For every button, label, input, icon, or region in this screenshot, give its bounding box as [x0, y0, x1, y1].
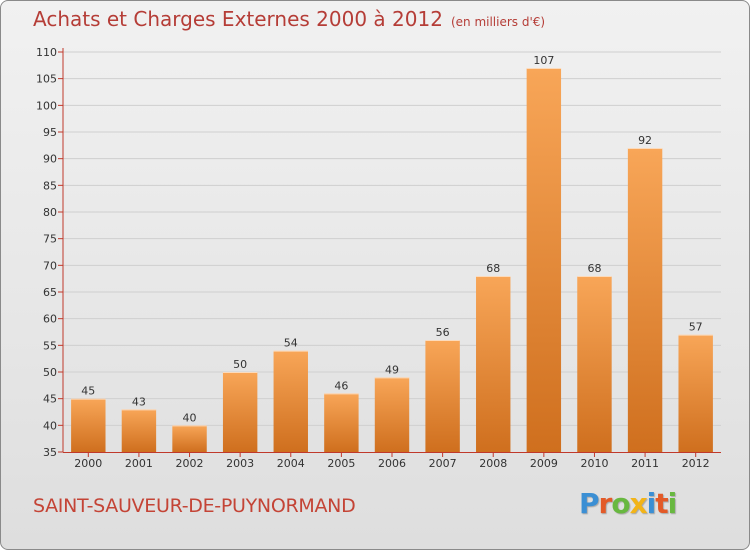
y-tick-label: 40 — [43, 419, 57, 432]
y-tick-label: 95 — [43, 126, 57, 139]
x-tick-label: 2008 — [479, 457, 507, 470]
x-tick-label: 2005 — [327, 457, 355, 470]
labels: 35 40 45 50 55 60 65 70 75 80 85 90 95 100 105 110 45 200… — [36, 46, 710, 470]
data-label: 68 — [486, 262, 500, 275]
data-label: 43 — [132, 395, 146, 408]
y-tick-label: 45 — [43, 393, 57, 406]
y-tick-label: 105 — [36, 73, 57, 86]
title-text: Achats et Charges Externes 2000 à 2012 — [33, 7, 443, 31]
chart-subtitle: (en milliers d'€) — [450, 15, 546, 29]
bar — [324, 393, 359, 452]
data-label: 107 — [533, 54, 554, 67]
x-tick-label: 2011 — [631, 457, 659, 470]
x-tick-label: 2002 — [176, 457, 204, 470]
data-label: 92 — [638, 134, 652, 147]
proxiti-logo: Proxiti — [579, 487, 678, 520]
data-label: 45 — [81, 385, 95, 398]
y-tick-label: 90 — [43, 153, 57, 166]
chart-title: Achats et Charges Externes 2000 à 2012 (e… — [33, 7, 545, 31]
bar — [71, 398, 106, 452]
y-tick-label: 110 — [36, 46, 57, 59]
data-label: 56 — [436, 326, 450, 339]
logo-letter: P — [579, 487, 600, 520]
x-tick-label: 2010 — [580, 457, 608, 470]
bar — [577, 276, 612, 452]
logo-letter: i — [646, 487, 657, 520]
x-tick-label: 2009 — [530, 457, 558, 470]
x-tick-label: 2001 — [125, 457, 153, 470]
y-tick-label: 80 — [43, 206, 57, 219]
logo-letter: x — [629, 487, 648, 520]
logo-letter: o — [611, 487, 630, 520]
axes — [58, 48, 721, 457]
y-tick-label: 50 — [43, 366, 57, 379]
bar — [425, 340, 460, 452]
bar — [678, 334, 713, 452]
x-tick-label: 2000 — [74, 457, 102, 470]
x-tick-label: 2006 — [378, 457, 406, 470]
bar — [222, 372, 258, 452]
y-tick-label: 35 — [43, 446, 57, 459]
y-tick-label: 75 — [43, 233, 57, 246]
bar — [273, 350, 308, 452]
x-tick-label: 2007 — [429, 457, 457, 470]
data-label: 46 — [334, 379, 348, 392]
y-tick-label: 100 — [36, 99, 57, 112]
data-label: 40 — [183, 411, 197, 424]
logo-letter: t — [655, 487, 668, 520]
bar — [121, 409, 157, 452]
commune-name: SAINT-SAUVEUR-DE-PUYNORMAND — [33, 495, 356, 517]
bar — [627, 148, 663, 452]
x-tick-label: 2012 — [682, 457, 710, 470]
data-label: 54 — [284, 337, 298, 350]
x-tick-label: 2004 — [277, 457, 305, 470]
y-tick-label: 70 — [43, 259, 57, 272]
bar — [172, 425, 207, 452]
data-label: 50 — [233, 358, 247, 371]
data-label: 68 — [587, 262, 601, 275]
logo-letter: r — [598, 487, 613, 520]
y-tick-label: 85 — [43, 179, 57, 192]
bars — [71, 68, 713, 452]
data-label: 49 — [385, 363, 399, 376]
bar — [526, 68, 562, 452]
logo-letter: i — [667, 487, 678, 520]
bar — [374, 377, 410, 452]
bar — [476, 276, 511, 452]
y-tick-label: 55 — [43, 339, 57, 352]
x-tick-label: 2003 — [226, 457, 254, 470]
y-tick-label: 60 — [43, 313, 57, 326]
data-label: 57 — [689, 321, 703, 334]
y-tick-label: 65 — [43, 286, 57, 299]
